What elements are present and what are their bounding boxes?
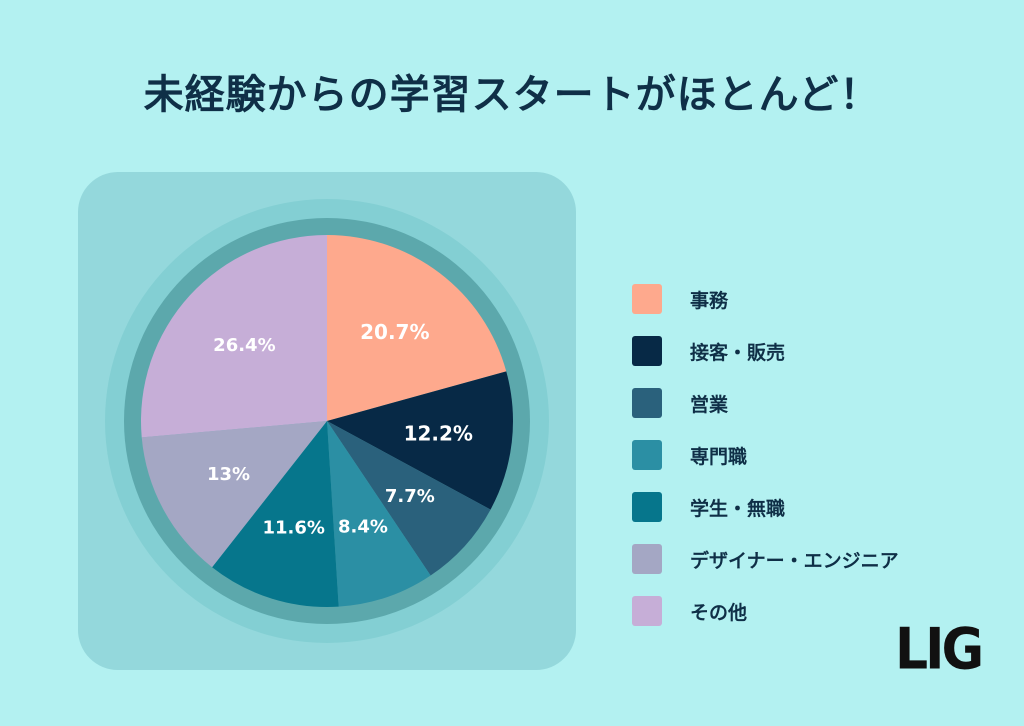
pie-data-label: 13% [207, 464, 250, 485]
legend-item: その他 [632, 596, 899, 626]
pie-slice [141, 235, 327, 438]
legend-item: 学生・無職 [632, 492, 899, 522]
legend-swatch [632, 336, 662, 366]
legend-swatch [632, 284, 662, 314]
lig-logo: LIG [895, 617, 984, 683]
legend-swatch [632, 440, 662, 470]
legend-swatch [632, 596, 662, 626]
legend-label: 接客・販売 [690, 341, 786, 364]
pie-chart: 20.7% 12.2% 7.7% 8.4% 11.6% 13% 26.4% [105, 199, 549, 643]
pie-data-labels: 20.7% 12.2% 7.7% 8.4% 11.6% 13% 26.4% [207, 320, 473, 539]
legend-swatch [632, 492, 662, 522]
legend-item: 専門職 [632, 440, 899, 470]
legend-item: デザイナー・エンジニア [632, 544, 899, 574]
pie-slice [327, 421, 491, 576]
legend: 事務接客・販売営業専門職学生・無職デザイナー・エンジニア その他 [632, 284, 899, 648]
legend-item: 事務 [632, 284, 899, 314]
pie-slice [327, 235, 507, 421]
chart-title: 未経験からの学習スタートがほとんど！ [143, 72, 881, 118]
legend-item: 接客・販売 [632, 336, 899, 366]
chart-panel: 20.7% 12.2% 7.7% 8.4% 11.6% 13% 26.4% [78, 172, 576, 670]
pie-data-label: 26.4% [213, 335, 275, 356]
pie-data-label: 12.2% [404, 422, 473, 446]
pie-data-label: 11.6% [263, 517, 325, 538]
legend-label: その他 [690, 601, 748, 624]
legend-swatch [632, 388, 662, 418]
pie-slices [141, 235, 513, 607]
pie-data-label: 20.7% [360, 320, 429, 344]
legend-swatch [632, 544, 662, 574]
legend-label: 営業 [690, 393, 729, 416]
pie-slice [327, 371, 513, 510]
pie-data-label: 8.4% [338, 517, 388, 538]
pie-slice [212, 421, 339, 607]
legend-label: デザイナー・エンジニア [690, 549, 899, 572]
legend-label: 事務 [690, 289, 729, 312]
pie-slice [141, 421, 327, 568]
legend-label: 学生・無職 [690, 497, 786, 520]
pie-slice [327, 421, 431, 607]
pie-data-label: 7.7% [385, 486, 435, 507]
legend-label: 専門職 [690, 445, 748, 468]
legend-item: 営業 [632, 388, 899, 418]
